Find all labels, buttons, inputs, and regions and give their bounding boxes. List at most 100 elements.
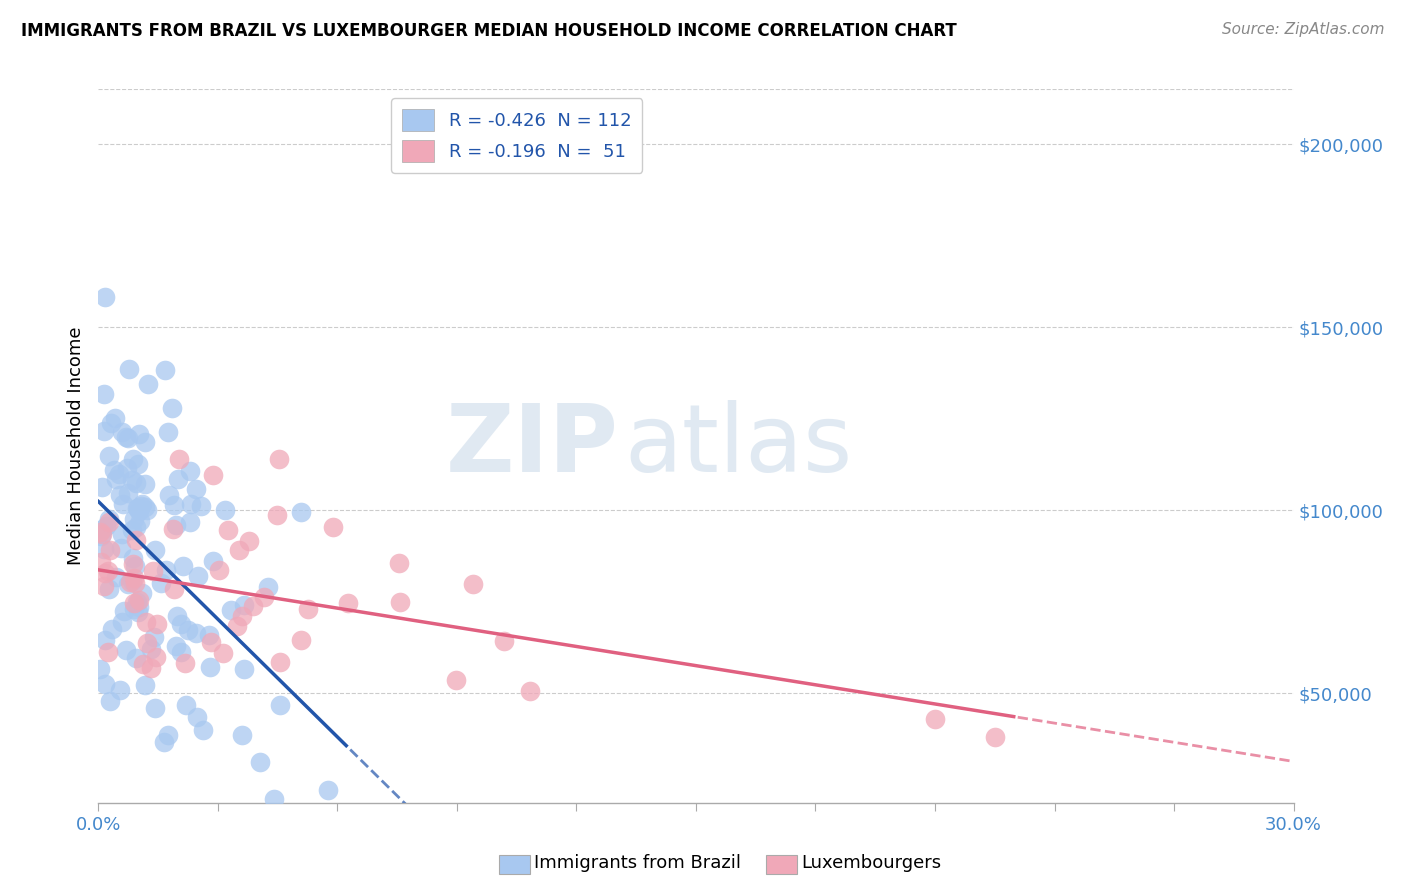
Point <box>446 673 468 687</box>
Point <box>228 543 250 558</box>
Point <box>263 791 285 805</box>
Point <box>165 518 187 533</box>
Point <box>93 566 115 580</box>
Point <box>141 661 163 675</box>
Point <box>174 698 197 712</box>
Point <box>128 504 150 518</box>
Point <box>135 503 157 517</box>
Point <box>190 500 212 514</box>
Point <box>125 650 148 665</box>
Point <box>266 508 288 523</box>
Point <box>108 683 131 698</box>
Point <box>118 574 141 589</box>
Point <box>519 684 541 698</box>
Point <box>105 472 128 486</box>
Point <box>117 432 139 446</box>
Point <box>242 599 264 613</box>
Point <box>290 633 312 648</box>
Point <box>167 472 190 486</box>
Point <box>145 650 167 665</box>
Point <box>127 605 149 619</box>
Point <box>208 563 231 577</box>
Point <box>93 424 115 438</box>
Point <box>121 473 143 487</box>
Point <box>91 522 114 536</box>
Point <box>136 635 159 649</box>
Point <box>186 710 208 724</box>
Text: Luxembourgers: Luxembourgers <box>801 855 942 872</box>
Point <box>269 655 291 669</box>
Point <box>193 723 215 737</box>
Point <box>157 487 180 501</box>
Point <box>134 678 156 692</box>
Point <box>115 460 138 475</box>
Point <box>187 569 209 583</box>
Point <box>93 676 115 690</box>
Point <box>98 694 121 708</box>
Point <box>94 290 117 304</box>
Point <box>121 524 143 538</box>
Point <box>127 458 149 472</box>
Point <box>129 499 152 513</box>
Point <box>174 656 197 670</box>
Point <box>290 505 312 519</box>
Point <box>388 556 411 570</box>
Point <box>105 570 128 584</box>
Point <box>225 618 247 632</box>
Point <box>297 602 319 616</box>
Point <box>143 631 166 645</box>
Point <box>212 646 235 660</box>
Point <box>97 449 120 463</box>
Point <box>149 576 172 591</box>
Point <box>143 701 166 715</box>
Point <box>461 577 484 591</box>
Text: Source: ZipAtlas.com: Source: ZipAtlas.com <box>1222 22 1385 37</box>
Point <box>96 518 118 533</box>
Point <box>90 527 112 541</box>
Legend: R = -0.426  N = 112, R = -0.196  N =  51: R = -0.426 N = 112, R = -0.196 N = 51 <box>391 98 643 173</box>
Point <box>122 512 145 526</box>
Point <box>253 590 276 604</box>
Point <box>132 657 155 671</box>
Point <box>135 615 157 629</box>
Point <box>110 541 132 555</box>
Point <box>389 595 412 609</box>
Point <box>233 598 256 612</box>
Point <box>127 501 149 516</box>
Point <box>124 576 146 591</box>
Point <box>111 527 134 541</box>
Point <box>125 520 148 534</box>
Point <box>170 645 193 659</box>
Point <box>492 634 515 648</box>
Point <box>90 480 112 494</box>
Point <box>156 728 179 742</box>
Point <box>134 476 156 491</box>
Point <box>108 467 131 482</box>
Point <box>165 639 187 653</box>
Point <box>131 497 153 511</box>
Point <box>153 734 176 748</box>
Point <box>136 376 159 391</box>
Point <box>180 497 202 511</box>
Point <box>111 615 134 629</box>
Point <box>322 520 344 534</box>
Text: IMMIGRANTS FROM BRAZIL VS LUXEMBOURGER MEDIAN HOUSEHOLD INCOME CORRELATION CHART: IMMIGRANTS FROM BRAZIL VS LUXEMBOURGER M… <box>21 22 957 40</box>
Point <box>122 452 145 467</box>
Point <box>179 464 201 478</box>
Point <box>184 482 207 496</box>
Point <box>238 533 260 548</box>
Text: ZIP: ZIP <box>446 400 619 492</box>
Point <box>94 633 117 648</box>
Point <box>141 641 163 656</box>
Point <box>924 712 946 726</box>
Point <box>118 362 141 376</box>
Point <box>121 557 143 571</box>
Y-axis label: Median Household Income: Median Household Income <box>66 326 84 566</box>
Point <box>122 571 145 585</box>
Point <box>249 755 271 769</box>
Point <box>163 498 186 512</box>
Point <box>160 401 183 416</box>
Point <box>112 604 135 618</box>
Point <box>219 603 242 617</box>
Point <box>90 529 112 543</box>
